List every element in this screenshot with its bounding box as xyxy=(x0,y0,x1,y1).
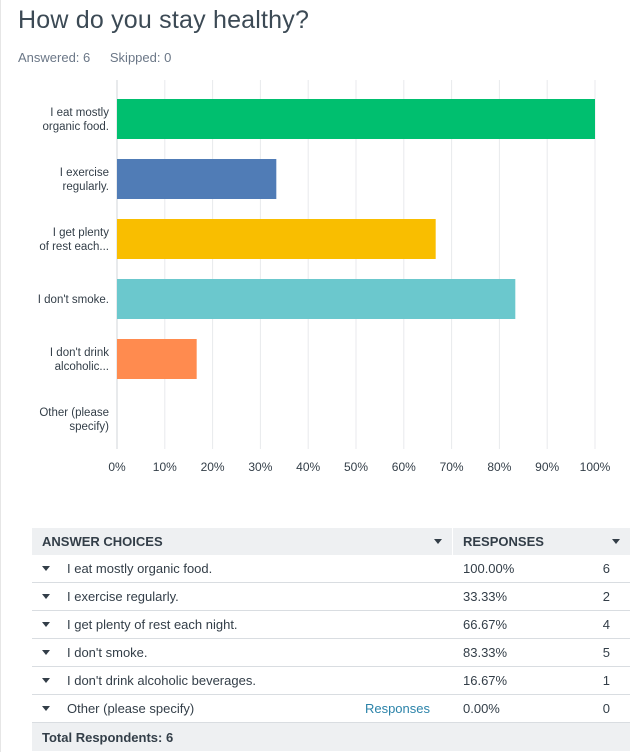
total-respondents: Total Respondents: 6 xyxy=(32,723,630,751)
response-count: 4 xyxy=(602,617,610,632)
response-percent: 83.33% xyxy=(463,645,508,660)
x-tick-label: 90% xyxy=(535,460,559,474)
x-tick-label: 10% xyxy=(153,460,177,474)
category-label: alcoholic... xyxy=(55,361,109,373)
answer-cell: I exercise regularly. xyxy=(32,583,453,610)
category-label: specify) xyxy=(69,421,109,433)
expand-caret-icon[interactable] xyxy=(42,566,50,571)
table-row: I don't smoke. 83.33% 5 xyxy=(32,639,630,667)
table-row: Other (please specify) Responses 0.00% 0 xyxy=(32,695,630,723)
responses-header[interactable]: RESPONSES xyxy=(453,528,630,555)
table-row: I exercise regularly. 33.33% 2 xyxy=(32,583,630,611)
bar[interactable] xyxy=(117,99,595,139)
x-tick-label: 80% xyxy=(487,460,511,474)
answer-text: I exercise regularly. xyxy=(67,589,179,604)
x-tick-label: 20% xyxy=(201,460,225,474)
answered-count: Answered: 6 xyxy=(18,50,91,65)
category-label: I don't smoke. xyxy=(38,294,109,306)
responses-header-label: RESPONSES xyxy=(463,534,544,549)
bar[interactable] xyxy=(117,279,516,319)
answer-text: I eat mostly organic food. xyxy=(67,561,213,576)
x-tick-label: 40% xyxy=(296,460,320,474)
answer-text: I get plenty of rest each night. xyxy=(67,617,238,632)
answer-cell: I don't smoke. xyxy=(32,639,453,666)
expand-caret-icon[interactable] xyxy=(42,650,50,655)
expand-caret-icon[interactable] xyxy=(42,706,50,711)
x-tick-label: 100% xyxy=(580,460,611,474)
response-count: 0 xyxy=(602,701,610,716)
response-summary: Answered: 6 Skipped: 0 xyxy=(18,50,187,65)
category-label: I eat mostly xyxy=(50,107,109,119)
expand-caret-icon[interactable] xyxy=(42,678,50,683)
response-cell: 0.00% 0 xyxy=(453,695,630,722)
answer-text: I don't drink alcoholic beverages. xyxy=(67,673,256,688)
x-tick-label: 60% xyxy=(392,460,416,474)
table-header: ANSWER CHOICES RESPONSES xyxy=(32,528,630,555)
answer-cell: I don't drink alcoholic beverages. xyxy=(32,667,453,694)
response-count: 2 xyxy=(602,589,610,604)
question-title: How do you stay healthy? xyxy=(18,6,310,34)
response-percent: 0.00% xyxy=(463,701,500,716)
response-percent: 33.33% xyxy=(463,589,508,604)
answer-text: Other (please specify) xyxy=(67,701,195,716)
response-count: 5 xyxy=(602,645,610,660)
answer-text: I don't smoke. xyxy=(67,645,148,660)
category-label: I get plenty xyxy=(53,227,110,239)
response-cell: 100.00% 6 xyxy=(453,555,630,582)
expand-caret-icon[interactable] xyxy=(42,622,50,627)
table-row: I don't drink alcoholic beverages. 16.67%… xyxy=(32,667,630,695)
response-percent: 100.00% xyxy=(463,561,515,576)
bar[interactable] xyxy=(117,159,277,199)
table-body: I eat mostly organic food. 100.00% 6 I exer… xyxy=(32,555,630,723)
x-tick-label: 0% xyxy=(108,460,126,474)
answer-cell: I eat mostly organic food. xyxy=(32,555,453,582)
sort-caret-icon[interactable] xyxy=(612,539,620,544)
expand-caret-icon[interactable] xyxy=(42,594,50,599)
response-cell: 16.67% 1 xyxy=(453,667,630,694)
answer-cell: Other (please specify) Responses xyxy=(32,695,453,722)
response-cell: 33.33% 2 xyxy=(453,583,630,610)
response-percent: 66.67% xyxy=(463,617,508,632)
category-label: organic food. xyxy=(43,121,110,133)
category-label: I exercise xyxy=(60,167,109,179)
bar-chart: 0% 10% 20% 30% 40% 50% 60% 70% 80% 90% 100% I eat m… xyxy=(38,80,611,474)
category-label: I don't drink xyxy=(50,347,109,359)
response-count: 1 xyxy=(602,673,610,688)
response-percent: 16.67% xyxy=(463,673,508,688)
response-count: 6 xyxy=(602,561,610,576)
bar[interactable] xyxy=(117,219,436,259)
response-cell: 66.67% 4 xyxy=(453,611,630,638)
x-tick-label: 50% xyxy=(344,460,368,474)
sort-caret-icon[interactable] xyxy=(434,539,442,544)
results-table: ANSWER CHOICES RESPONSES I eat mostly or… xyxy=(32,528,630,751)
answer-choices-header-label: ANSWER CHOICES xyxy=(42,534,163,549)
answer-cell: I get plenty of rest each night. xyxy=(32,611,453,638)
x-tick-label: 70% xyxy=(440,460,464,474)
bar[interactable] xyxy=(117,339,197,379)
response-cell: 83.33% 5 xyxy=(453,639,630,666)
category-label: regularly. xyxy=(63,181,109,193)
responses-link[interactable]: Responses xyxy=(364,701,430,716)
answer-choices-header[interactable]: ANSWER CHOICES xyxy=(32,528,453,555)
table-row: I get plenty of rest each night. 66.67% 4 xyxy=(32,611,630,639)
table-row: I eat mostly organic food. 100.00% 6 xyxy=(32,555,630,583)
category-label: Other (please xyxy=(39,407,109,419)
x-tick-label: 30% xyxy=(248,460,272,474)
skipped-count: Skipped: 0 xyxy=(109,50,172,65)
category-label: of rest each... xyxy=(39,241,109,253)
